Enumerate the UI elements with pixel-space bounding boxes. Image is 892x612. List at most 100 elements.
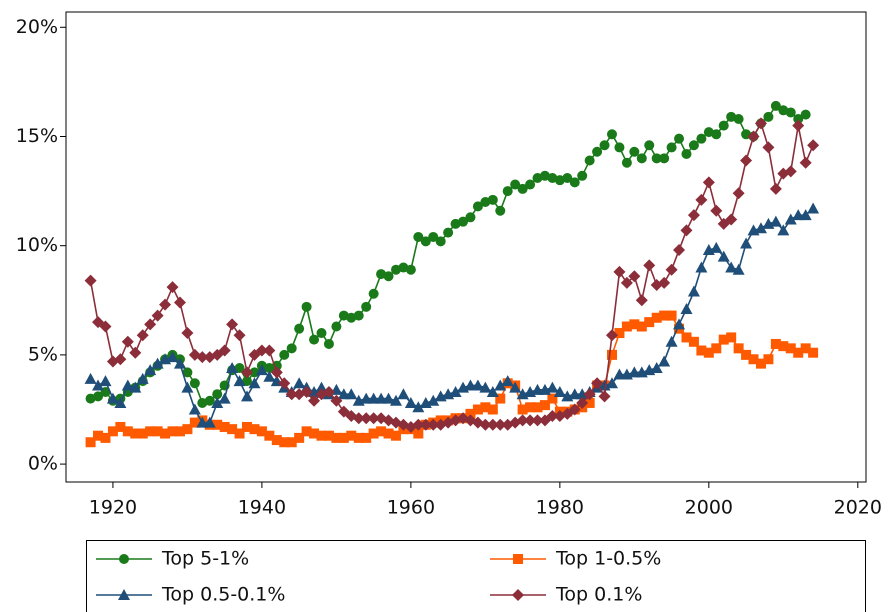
data-point bbox=[479, 418, 492, 431]
data-point bbox=[242, 376, 253, 387]
data-point bbox=[255, 364, 268, 376]
data-point bbox=[338, 432, 349, 443]
data-point bbox=[93, 430, 104, 441]
data-point bbox=[309, 428, 320, 439]
data-point bbox=[785, 107, 796, 118]
data-point bbox=[248, 377, 261, 389]
data-point bbox=[323, 338, 334, 349]
data-point bbox=[568, 403, 581, 416]
data-point bbox=[502, 186, 513, 197]
x-tick-label: 1980 bbox=[536, 497, 584, 519]
data-point bbox=[524, 414, 537, 427]
data-point bbox=[525, 179, 536, 190]
data-point bbox=[300, 386, 313, 399]
legend-box bbox=[86, 540, 866, 612]
legend-label: Top 0.1% bbox=[555, 584, 642, 606]
data-point bbox=[322, 386, 335, 399]
data-point bbox=[241, 390, 254, 402]
data-point bbox=[807, 139, 820, 152]
data-point bbox=[346, 430, 357, 441]
data-point bbox=[687, 209, 700, 222]
data-point bbox=[598, 390, 611, 403]
data-point bbox=[196, 351, 209, 364]
data-point bbox=[383, 271, 394, 282]
data-point bbox=[316, 430, 327, 441]
data-point bbox=[188, 403, 201, 415]
data-point bbox=[605, 377, 618, 389]
data-point bbox=[674, 133, 685, 144]
data-point bbox=[376, 426, 387, 437]
data-point bbox=[614, 142, 625, 153]
data-point bbox=[227, 424, 238, 435]
data-point bbox=[495, 205, 506, 216]
data-point bbox=[255, 344, 268, 357]
data-point bbox=[510, 179, 521, 190]
data-point bbox=[151, 309, 164, 322]
data-point bbox=[629, 319, 640, 330]
data-point bbox=[725, 213, 738, 226]
y-tick-label: 10% bbox=[16, 234, 58, 256]
data-point bbox=[629, 146, 640, 157]
data-point bbox=[84, 274, 97, 287]
data-point bbox=[181, 327, 194, 340]
data-point bbox=[203, 416, 216, 428]
data-point bbox=[591, 377, 604, 390]
data-point bbox=[234, 428, 245, 439]
x-tick-label: 2000 bbox=[685, 497, 733, 519]
data-point bbox=[166, 281, 179, 294]
data-point bbox=[733, 343, 744, 354]
data-point bbox=[770, 338, 781, 349]
data-point bbox=[628, 270, 641, 283]
data-point bbox=[621, 321, 632, 332]
data-point bbox=[546, 410, 559, 423]
data-point bbox=[413, 231, 424, 242]
data-point bbox=[458, 216, 469, 227]
data-point bbox=[644, 140, 655, 151]
data-point bbox=[145, 426, 156, 437]
data-point bbox=[732, 263, 745, 275]
data-point bbox=[799, 209, 812, 221]
data-point bbox=[263, 370, 276, 382]
data-point bbox=[532, 402, 543, 413]
data-point bbox=[718, 120, 729, 131]
data-point bbox=[294, 323, 305, 334]
data-point bbox=[547, 393, 558, 404]
data-point bbox=[472, 404, 483, 415]
data-point bbox=[763, 354, 774, 365]
data-point bbox=[471, 379, 484, 391]
data-point bbox=[747, 130, 760, 143]
data-point bbox=[725, 261, 738, 273]
data-point bbox=[264, 430, 275, 441]
data-point bbox=[553, 386, 566, 398]
data-point bbox=[539, 400, 550, 411]
data-point bbox=[808, 347, 819, 358]
data-point bbox=[576, 396, 589, 409]
data-point bbox=[412, 418, 425, 431]
data-point bbox=[115, 421, 126, 432]
legend-marker bbox=[118, 589, 130, 600]
data-point bbox=[428, 231, 439, 242]
data-point bbox=[182, 367, 193, 378]
x-tick-label: 2020 bbox=[834, 497, 882, 519]
data-point bbox=[368, 428, 379, 439]
data-point bbox=[382, 392, 395, 404]
x-tick-label: 1960 bbox=[387, 497, 435, 519]
data-point bbox=[166, 351, 179, 363]
data-point bbox=[449, 386, 462, 398]
data-point bbox=[666, 310, 677, 321]
data-point bbox=[763, 111, 774, 122]
data-point bbox=[732, 187, 745, 200]
data-point bbox=[696, 345, 707, 356]
data-point bbox=[636, 321, 647, 332]
data-point bbox=[390, 430, 401, 441]
data-point bbox=[443, 227, 454, 238]
data-point bbox=[800, 343, 811, 354]
data-point bbox=[501, 375, 514, 387]
data-point bbox=[159, 298, 172, 311]
data-point bbox=[755, 358, 766, 369]
data-point bbox=[711, 343, 722, 354]
data-point bbox=[785, 343, 796, 354]
data-point bbox=[494, 379, 507, 391]
data-point bbox=[517, 183, 528, 194]
data-point bbox=[792, 119, 805, 132]
